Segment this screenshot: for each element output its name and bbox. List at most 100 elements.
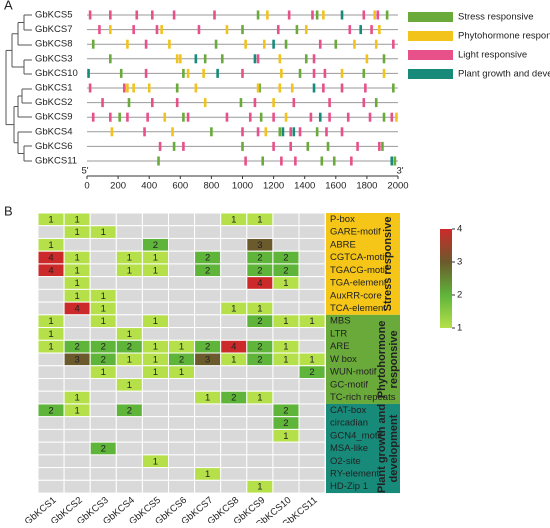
heatmap-cell [246, 441, 274, 456]
heatmap-cell [168, 377, 196, 392]
heatmap-cell [272, 212, 300, 227]
gene-label: GbKCS3 [35, 53, 73, 64]
heatmap-cell [37, 365, 65, 379]
heatmap-cell [115, 276, 143, 290]
cell-value: 1 [153, 456, 158, 467]
cell-value: 1 [309, 354, 314, 365]
heatmap-cell [89, 416, 117, 430]
cis-element [318, 112, 322, 122]
heatmap-cell [89, 428, 117, 443]
heatmap-cell [63, 441, 91, 456]
heatmap-cell [298, 237, 326, 252]
panel-label: A [4, 0, 13, 12]
x-end-label: 3' [396, 166, 403, 177]
gene-label: GbKCS1 [35, 83, 73, 94]
cis-element [346, 112, 350, 122]
cis-element [278, 127, 282, 137]
cis-element [348, 25, 352, 35]
cell-value: 2 [257, 316, 262, 327]
row-label: O2-site [330, 456, 361, 467]
heatmap-cell [37, 225, 65, 239]
heatmap-cell [37, 479, 65, 494]
cell-value: 1 [48, 214, 53, 225]
gene-label: GbKCS4 [35, 126, 73, 137]
row-label: MBS [330, 316, 351, 327]
cis-element [318, 39, 322, 49]
heatmap-cell [63, 416, 91, 430]
cell-value: 1 [101, 291, 106, 302]
cis-element [171, 127, 174, 137]
heatmap-cell [168, 327, 196, 341]
heatmap-cell [37, 352, 65, 367]
cis-element [216, 68, 219, 78]
x-tick-label: 1600 [325, 181, 346, 192]
cis-element [157, 156, 160, 166]
heatmap-cell [168, 288, 196, 303]
cell-value: 1 [283, 316, 288, 327]
heatmap-cell [298, 441, 326, 456]
cell-value: 1 [231, 214, 236, 225]
cis-element [126, 83, 129, 93]
heatmap-cell [298, 212, 326, 227]
heatmap-cell [220, 479, 248, 494]
cis-element [332, 156, 336, 166]
heatmap-cell [272, 441, 300, 456]
cell-value: 1 [127, 253, 132, 264]
heatmap-cell [115, 416, 143, 430]
heatmap-cell [194, 301, 222, 316]
row-label: GARE-motif [330, 227, 381, 238]
cell-value: 1 [257, 303, 262, 314]
x-tick-label: 0 [84, 181, 89, 192]
heatmap-cell [168, 428, 196, 443]
heatmap-cell [141, 479, 169, 494]
cis-element [272, 39, 275, 49]
colorbar-label: 3 [457, 257, 462, 268]
heatmap-cell [141, 327, 169, 341]
cis-element [160, 25, 163, 35]
cell-value: 2 [283, 253, 288, 264]
heatmap-cell [168, 237, 196, 252]
cis-element [194, 54, 198, 64]
cis-element [87, 68, 90, 78]
heatmap-cell [141, 212, 169, 227]
heatmap-cell [141, 225, 169, 239]
cis-element [311, 10, 314, 20]
heatmap-cell [37, 288, 65, 303]
cell-value: 2 [205, 265, 210, 276]
cis-element [91, 112, 95, 122]
heatmap-cell [89, 263, 117, 278]
cis-element [155, 25, 159, 35]
group-band [326, 403, 400, 494]
cis-element [362, 10, 366, 20]
cis-element [309, 112, 313, 122]
row-label: P-box [330, 214, 355, 225]
cis-element [241, 127, 244, 137]
cis-element [262, 39, 266, 49]
heatmap-cell [298, 327, 326, 341]
heatmap-cell [298, 225, 326, 239]
x-tick-label: 1400 [294, 181, 315, 192]
cell-value: 1 [283, 354, 288, 365]
heatmap-cell [194, 428, 222, 443]
x-tick-label: 800 [203, 181, 219, 192]
cis-element [241, 25, 244, 35]
cis-element [378, 25, 381, 35]
heatmap-cell [246, 428, 274, 443]
cis-element [322, 10, 325, 20]
heatmap-cell [272, 467, 300, 481]
panel-label: B [4, 203, 13, 218]
legend-label: Phytohormone responsive [458, 31, 550, 42]
cis-element [253, 98, 257, 108]
heatmap-cell [298, 479, 326, 494]
cis-element [365, 54, 369, 64]
heatmap-cell [115, 288, 143, 303]
row-label: ARE [330, 341, 350, 352]
cis-element [376, 10, 380, 20]
phylogenetic-tree [5, 14, 32, 162]
cell-value: 1 [127, 380, 132, 391]
cis-element [315, 127, 319, 137]
cis-element [210, 127, 213, 137]
x-tick-label: 1000 [232, 181, 253, 192]
legend-swatch [408, 12, 453, 22]
legend-swatch [408, 31, 453, 41]
